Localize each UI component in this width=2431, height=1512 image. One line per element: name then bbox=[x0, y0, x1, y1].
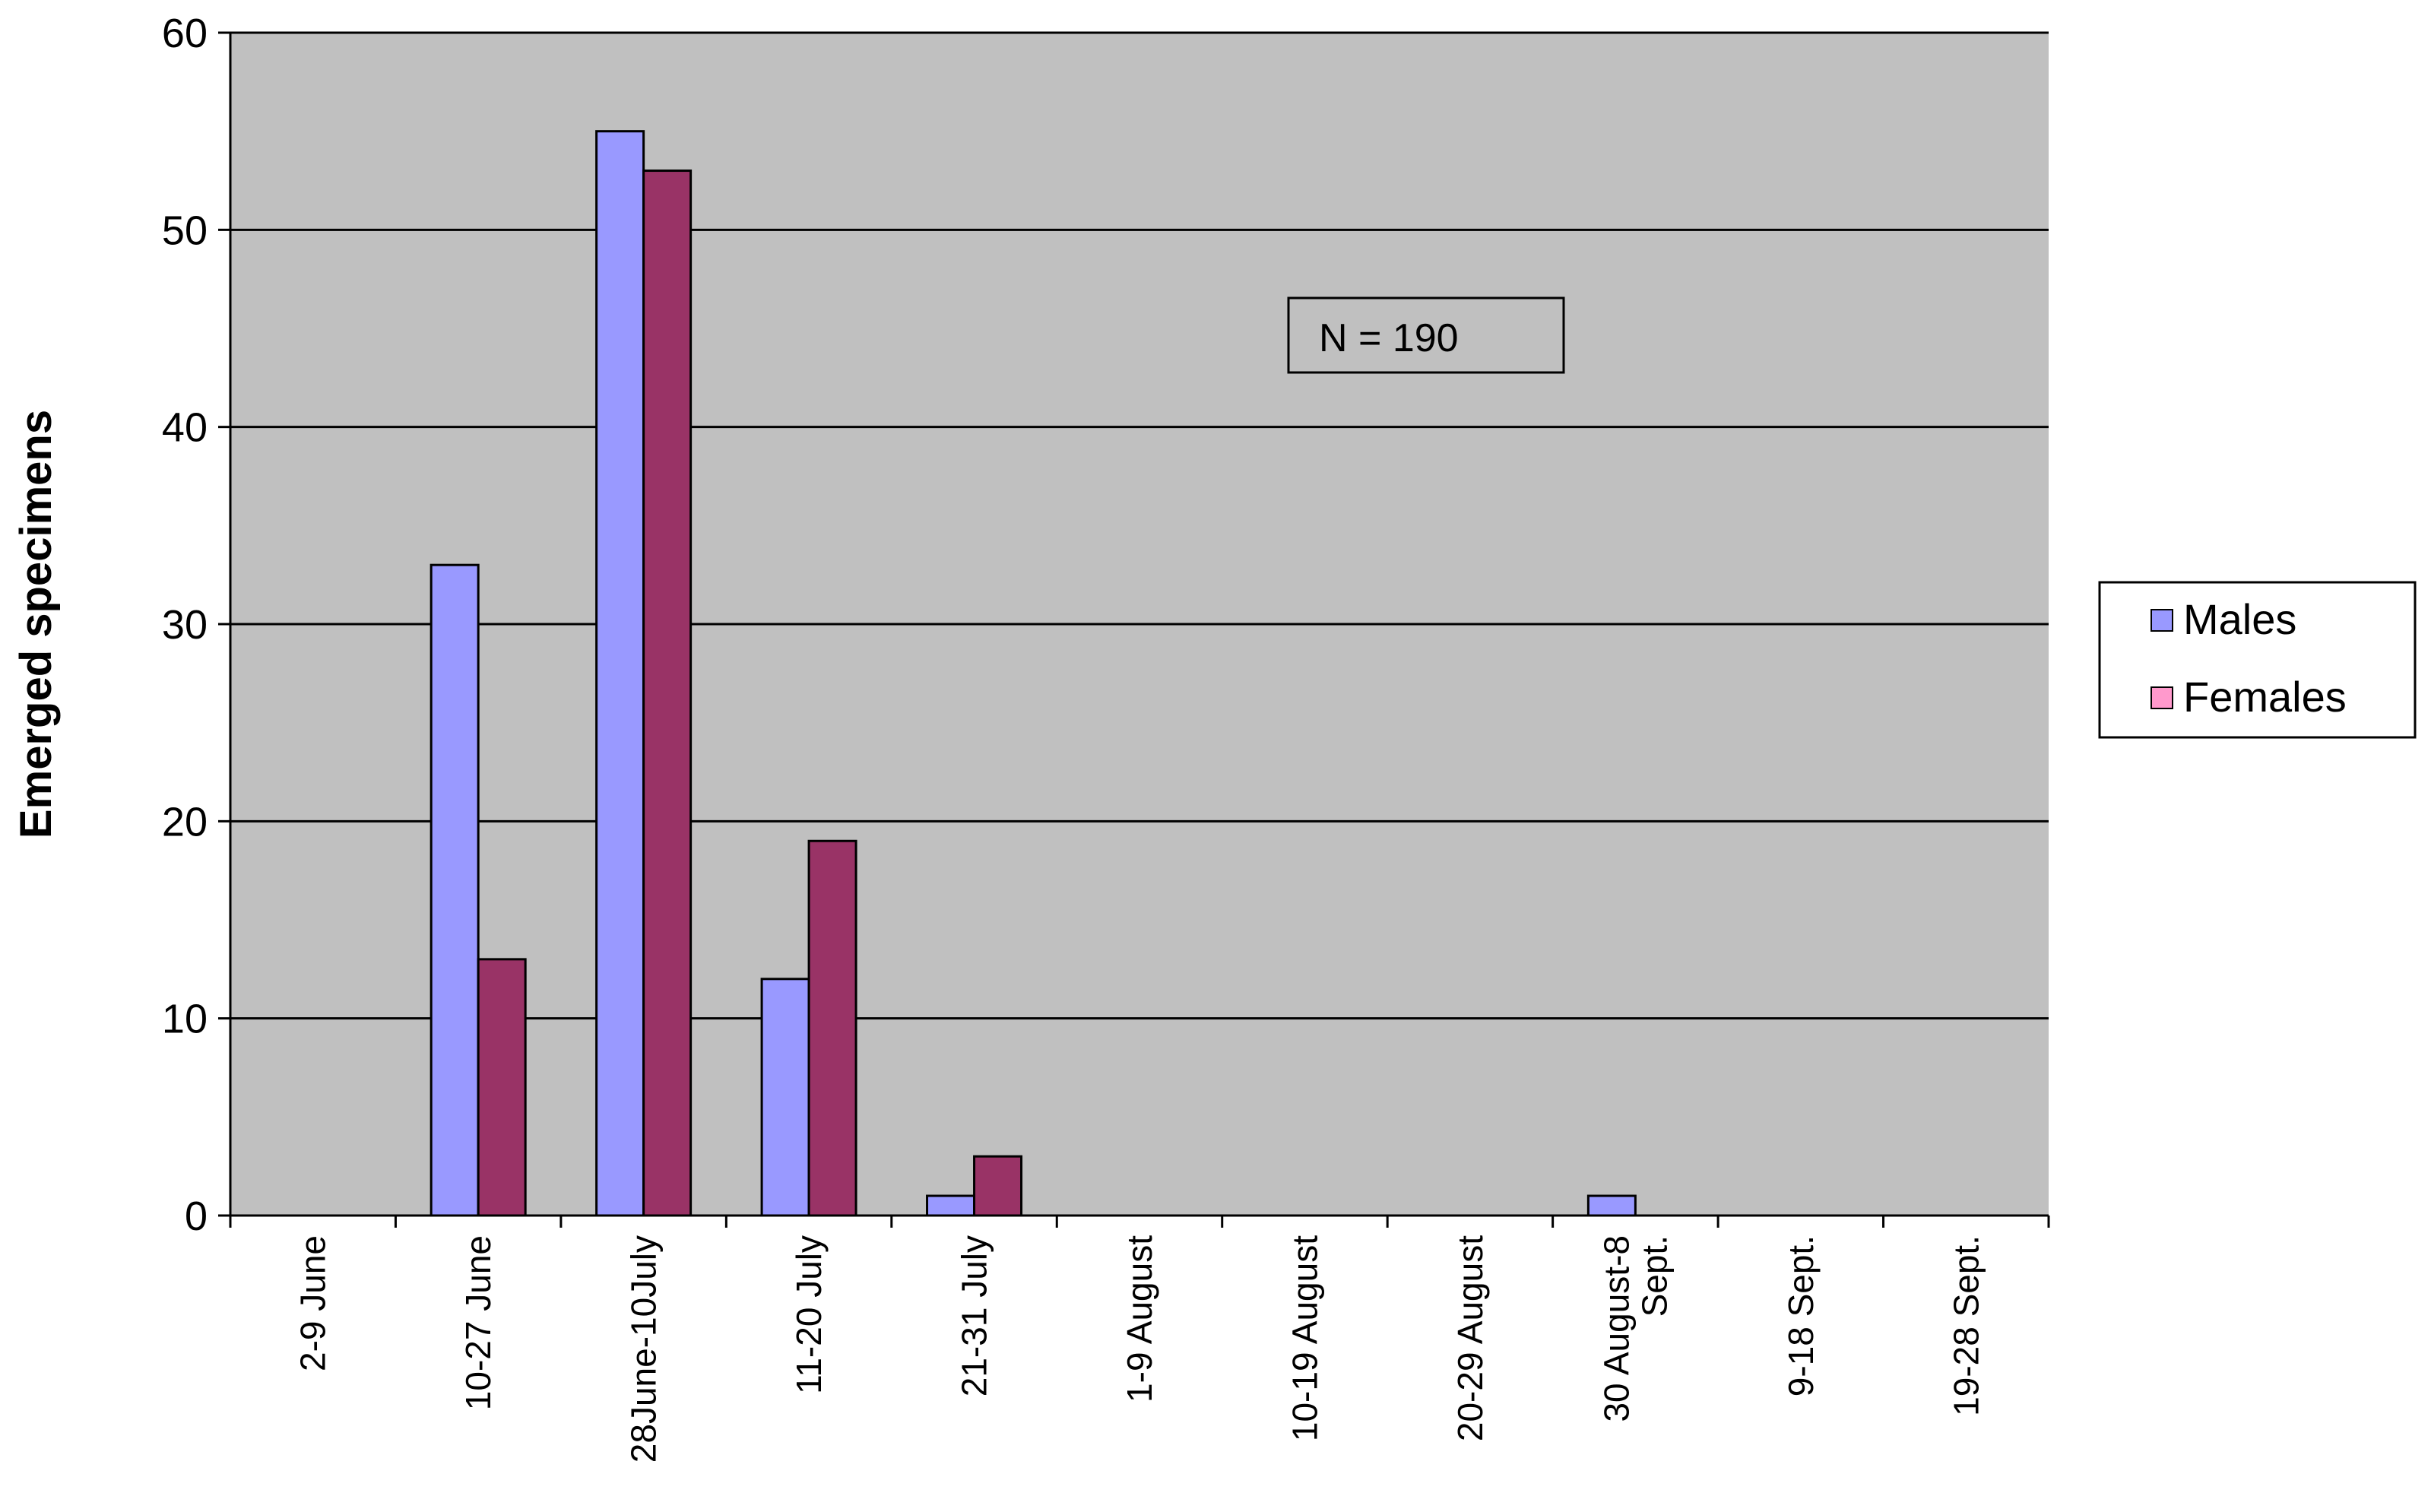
y-tick-label-0: 0 bbox=[185, 1193, 208, 1239]
x-tick-label-line: 1-9 August bbox=[1120, 1235, 1159, 1403]
legend-swatch-males bbox=[2150, 609, 2173, 632]
y-tick-label-50: 50 bbox=[162, 208, 208, 253]
y-tick-label-10: 10 bbox=[162, 997, 208, 1042]
bar-males-3 bbox=[760, 978, 810, 1217]
x-tick-label-line: 9-18 Sept. bbox=[1781, 1235, 1821, 1396]
x-tick-label-line: 28June-10July bbox=[624, 1235, 664, 1463]
axes bbox=[218, 31, 2050, 1228]
annotation-frame bbox=[1287, 296, 1565, 374]
legend-label-males: Males bbox=[2183, 595, 2296, 643]
bar-females-4 bbox=[973, 1155, 1023, 1217]
bar-females-2 bbox=[642, 170, 693, 1217]
bar-females-3 bbox=[807, 839, 857, 1217]
x-tick-label-0: 2-9 June bbox=[293, 1235, 333, 1371]
y-tick-label-40: 40 bbox=[162, 405, 208, 451]
x-tick-labels: 2-9 June 10-27 June 28June-10July 11-20 Jul… bbox=[293, 1235, 1986, 1463]
x-tick-label-1: 10-27 June bbox=[458, 1235, 498, 1410]
x-tick-label-line: 20-29 August bbox=[1450, 1235, 1490, 1441]
x-tick-label-line: 2-9 June bbox=[293, 1235, 333, 1371]
legend-frame bbox=[2098, 581, 2417, 739]
x-tick-label-line: 11-20 July bbox=[789, 1235, 829, 1394]
x-tick-label-line: 30 August-8 bbox=[1596, 1235, 1636, 1422]
bar-males-8 bbox=[1586, 1194, 1637, 1217]
x-tick-label-10: 19-28 Sept. bbox=[1946, 1235, 1986, 1416]
x-tick-label-line: 10-19 August bbox=[1285, 1235, 1324, 1441]
x-tick-label-line: 10-27 June bbox=[458, 1235, 498, 1410]
x-tick-label-9: 9-18 Sept. bbox=[1781, 1235, 1821, 1396]
x-tick-label-6: 10-19 August bbox=[1285, 1235, 1324, 1441]
bar-females-1 bbox=[477, 958, 527, 1217]
y-tick-label-20: 20 bbox=[162, 799, 208, 845]
x-tick-label-line: 19-28 Sept. bbox=[1946, 1235, 1986, 1416]
y-axis-title: Emerged specimens bbox=[11, 410, 61, 838]
legend: Males Females bbox=[2098, 581, 2417, 739]
legend-swatch-females bbox=[2150, 686, 2173, 709]
x-tick-label-7: 20-29 August bbox=[1450, 1235, 1490, 1441]
bar-males-4 bbox=[926, 1194, 976, 1217]
annotation-box: N = 190 bbox=[1287, 296, 1565, 374]
x-tick-label-2: 28June-10July bbox=[624, 1235, 664, 1463]
x-tick-label-line: Sept. bbox=[1634, 1235, 1674, 1317]
annotation-text: N = 190 bbox=[1319, 316, 1459, 360]
x-tick-label-5: 1-9 August bbox=[1120, 1235, 1159, 1403]
gridlines bbox=[230, 31, 2049, 1020]
bars bbox=[429, 130, 1637, 1217]
y-tick-label-30: 30 bbox=[162, 602, 208, 648]
legend-label-females: Females bbox=[2183, 673, 2347, 721]
x-tick-label-4: 21-31 July bbox=[955, 1235, 994, 1396]
x-tick-label-8: 30 August-8Sept. bbox=[1596, 1235, 1674, 1422]
bar-males-2 bbox=[595, 130, 645, 1217]
y-tick-labels: 0 10 20 30 40 50 60 bbox=[162, 11, 208, 1239]
bar-males-1 bbox=[429, 563, 480, 1217]
y-tick-label-60: 60 bbox=[162, 11, 208, 56]
x-tick-label-line: 21-31 July bbox=[955, 1235, 994, 1396]
x-tick-label-3: 11-20 July bbox=[789, 1235, 829, 1394]
